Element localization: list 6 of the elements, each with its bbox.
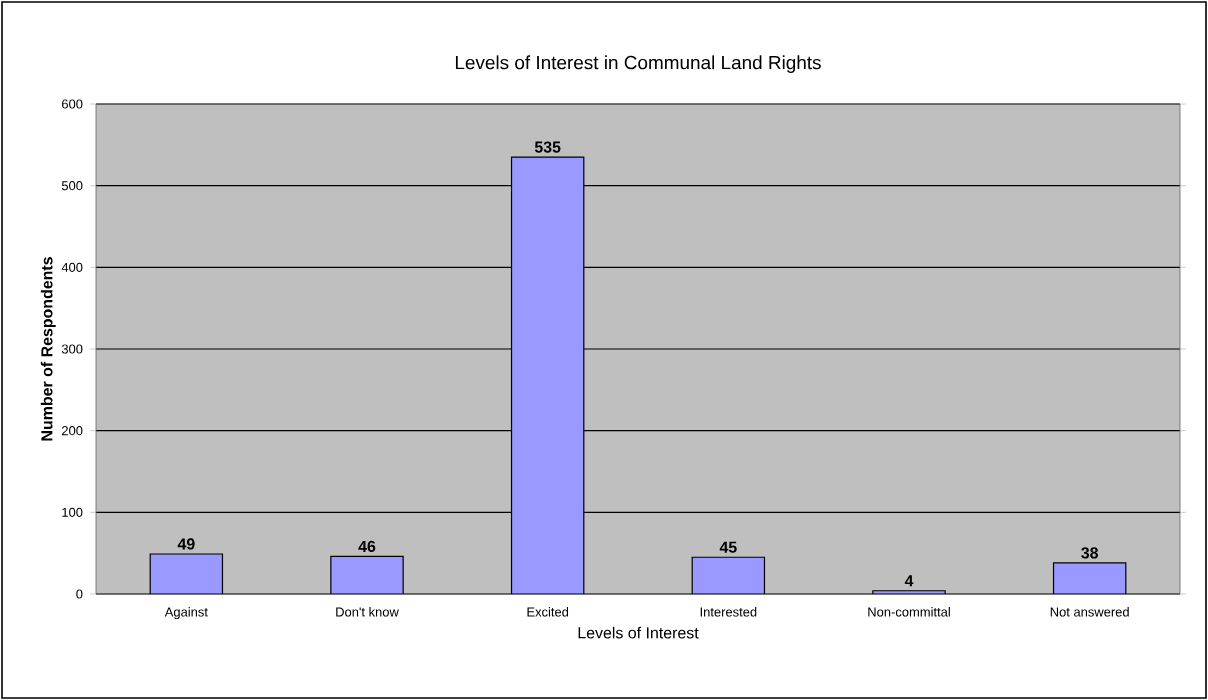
bar: [1052, 562, 1127, 594]
chart-title: Levels of Interest in Communal Land Rights: [455, 55, 821, 74]
bar: [691, 556, 766, 594]
bar: [330, 555, 404, 594]
bar: [510, 156, 585, 594]
bar: [149, 553, 224, 594]
